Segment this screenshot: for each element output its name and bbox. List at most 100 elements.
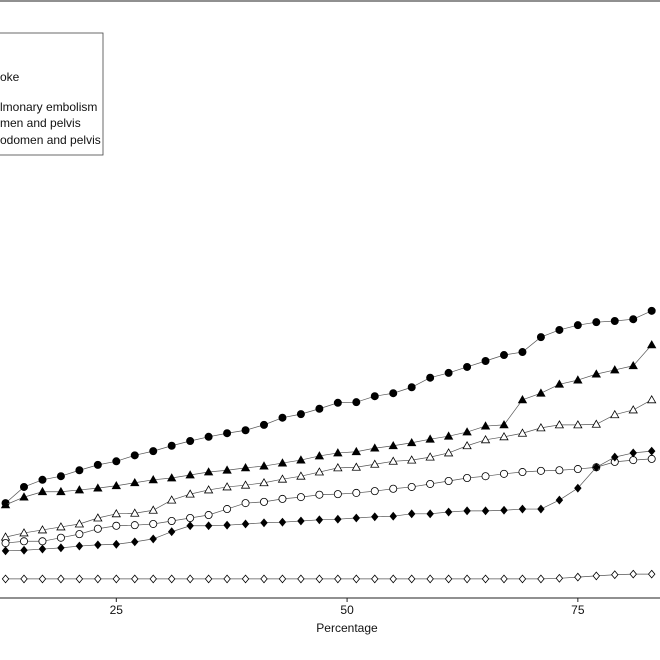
point: [259, 420, 268, 429]
point: [389, 389, 398, 398]
point: [352, 398, 361, 407]
point: [352, 488, 361, 497]
point: [444, 574, 453, 584]
point: [204, 511, 213, 520]
point: [20, 545, 28, 555]
point: [57, 574, 65, 584]
point: [334, 574, 342, 584]
point: [499, 351, 508, 360]
point: [610, 409, 620, 419]
point: [223, 520, 231, 530]
point: [481, 574, 490, 584]
point: [167, 527, 176, 537]
series-line: [5, 399, 652, 538]
point: [426, 509, 434, 519]
point: [1, 574, 10, 584]
point: [297, 574, 305, 584]
point: [223, 429, 232, 438]
point: [93, 483, 103, 492]
x-axis-label: Percentage: [316, 621, 378, 635]
point: [554, 420, 565, 429]
point: [75, 574, 84, 584]
point: [241, 426, 250, 435]
point: [296, 471, 306, 480]
point: [167, 473, 177, 482]
point: [647, 454, 656, 463]
point: [426, 373, 435, 382]
point: [537, 574, 545, 584]
point: [241, 574, 250, 584]
point: [260, 518, 268, 528]
point: [499, 420, 509, 429]
point: [19, 528, 29, 537]
series-line: [5, 573, 652, 580]
point: [611, 570, 619, 580]
point: [536, 423, 546, 432]
point: [38, 544, 47, 554]
point: [111, 480, 121, 490]
legend-label: oke: [0, 70, 20, 84]
point: [555, 495, 564, 505]
point: [314, 451, 325, 460]
point: [149, 447, 158, 456]
point: [74, 519, 85, 528]
series-line: [5, 458, 652, 544]
point: [130, 451, 139, 460]
point: [573, 375, 583, 384]
point: [462, 427, 472, 436]
point: [167, 495, 177, 504]
point: [537, 504, 545, 514]
point: [407, 482, 416, 491]
point: [130, 508, 140, 517]
point: [462, 440, 472, 450]
point: [517, 394, 528, 404]
point: [93, 460, 102, 469]
point: [370, 392, 379, 401]
point: [351, 462, 361, 471]
point: [186, 514, 195, 523]
point: [480, 434, 491, 444]
point: [75, 466, 84, 475]
point: [297, 516, 305, 526]
point: [647, 569, 656, 579]
point: [112, 457, 121, 466]
point: [75, 541, 84, 551]
point: [647, 306, 656, 315]
point: [112, 574, 121, 584]
point: [425, 452, 435, 461]
series-line: [5, 344, 652, 506]
point: [407, 437, 417, 447]
point: [131, 574, 139, 584]
point: [536, 466, 545, 475]
point: [241, 519, 250, 529]
point: [555, 325, 564, 334]
point: [444, 476, 453, 485]
point: [1, 539, 10, 548]
point: [185, 489, 195, 498]
point: [555, 466, 564, 475]
point: [610, 365, 620, 374]
point: [407, 574, 416, 584]
point: [19, 492, 29, 501]
point: [629, 456, 638, 465]
point: [518, 504, 527, 514]
series-line: [5, 310, 652, 504]
point: [370, 487, 379, 496]
point: [278, 517, 287, 527]
point: [112, 539, 121, 549]
point: [1, 546, 10, 556]
point: [388, 456, 398, 465]
point: [93, 513, 103, 522]
point: [315, 490, 324, 499]
point: [223, 574, 231, 584]
point: [443, 448, 454, 457]
point: [463, 362, 472, 371]
point: [333, 398, 342, 407]
point: [573, 465, 582, 474]
point: [388, 440, 398, 450]
point: [167, 441, 176, 450]
point: [554, 379, 565, 388]
legend-box: [0, 32, 104, 156]
point: [277, 458, 288, 467]
